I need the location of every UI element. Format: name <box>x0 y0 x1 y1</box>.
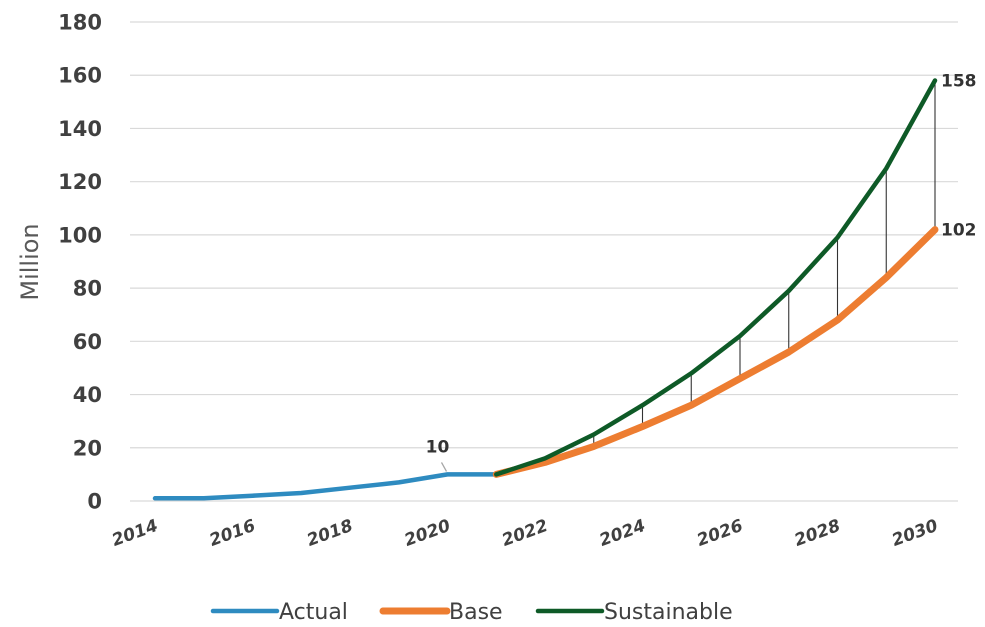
legend-label-base: Base <box>449 600 503 625</box>
x-tick-label: 2030 <box>889 516 940 551</box>
x-tick-label: 2016 <box>207 516 258 551</box>
x-tick-label: 2026 <box>694 516 745 551</box>
x-tick-label: 2024 <box>597 516 648 551</box>
gridlines <box>130 21 958 502</box>
y-axis-label: Million <box>16 223 44 300</box>
legend-label-actual: Actual <box>279 600 348 625</box>
y-tick-label: 100 <box>58 223 102 247</box>
y-axis-ticks: 0 20 40 60 80 100 120 140 160 180 <box>58 11 102 514</box>
x-tick-label: 2020 <box>402 516 453 551</box>
legend: Actual Base Sustainable <box>210 600 733 625</box>
drop-lines <box>593 80 936 447</box>
series-line-actual <box>152 472 499 501</box>
y-tick-label: 180 <box>58 11 102 35</box>
y-tick-label: 140 <box>58 117 102 141</box>
legend-label-sustainable: Sustainable <box>604 600 733 625</box>
y-tick-label: 60 <box>73 330 102 354</box>
y-tick-label: 160 <box>58 64 102 88</box>
y-tick-label: 0 <box>87 490 102 514</box>
x-tick-label: 2018 <box>304 516 355 551</box>
data-label: 158 <box>941 72 977 92</box>
data-labels: 10 158 102 <box>426 72 977 472</box>
data-label: 102 <box>941 221 977 241</box>
y-tick-label: 20 <box>73 436 102 460</box>
series-line-base <box>492 226 939 478</box>
x-tick-label: 2022 <box>499 516 550 551</box>
x-axis-ticks: 2014 2016 2018 2020 2022 2024 2026 2028 2030 <box>109 516 940 551</box>
x-tick-label: 2028 <box>792 516 843 551</box>
y-tick-label: 40 <box>73 383 102 407</box>
data-label: 10 <box>426 437 450 457</box>
series-lines <box>152 78 939 501</box>
x-tick-label: 2014 <box>109 516 160 551</box>
y-tick-label: 120 <box>58 170 102 194</box>
data-label-leader <box>440 462 448 472</box>
series-line-sustainable <box>494 78 938 477</box>
y-tick-label: 80 <box>73 277 102 301</box>
